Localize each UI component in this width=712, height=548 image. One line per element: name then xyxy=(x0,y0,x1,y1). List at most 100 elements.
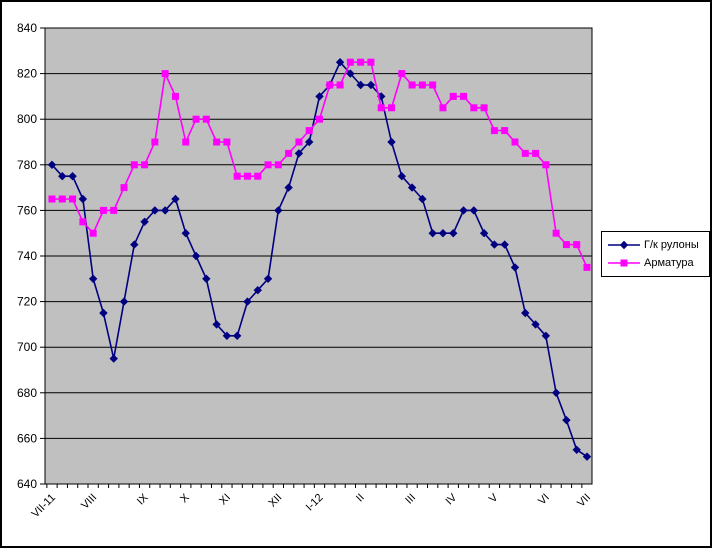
data-point xyxy=(88,274,98,283)
data-point xyxy=(79,218,87,226)
y-tick-label: 740 xyxy=(17,249,37,263)
data-point xyxy=(253,286,262,295)
data-point xyxy=(573,241,581,249)
data-point xyxy=(274,206,283,215)
data-point xyxy=(335,58,345,67)
data-point xyxy=(388,104,396,112)
data-point xyxy=(284,183,293,192)
data-point xyxy=(572,445,581,454)
data-point xyxy=(58,172,67,181)
data-point xyxy=(130,240,139,249)
x-tick-label: IX xyxy=(135,491,151,507)
x-tick-label: VI xyxy=(536,492,552,508)
data-point xyxy=(192,115,200,123)
data-point xyxy=(213,138,221,146)
legend-item-gk-rulony[interactable]: Г/к рулоны xyxy=(607,239,704,251)
data-point xyxy=(232,331,242,340)
data-point xyxy=(202,274,211,283)
legend-item-armatura[interactable]: Арматура xyxy=(607,257,704,269)
data-point xyxy=(182,138,190,146)
data-point xyxy=(356,80,365,90)
data-point xyxy=(470,104,478,112)
y-tick-label: 720 xyxy=(17,295,37,309)
data-point xyxy=(480,104,488,112)
data-point xyxy=(171,194,180,204)
data-point xyxy=(305,137,314,147)
data-point xyxy=(552,229,560,237)
data-point xyxy=(438,229,448,238)
data-point xyxy=(99,308,108,318)
data-point xyxy=(58,195,66,203)
data-point xyxy=(551,388,561,397)
x-tick-label: IV xyxy=(444,491,460,507)
data-point xyxy=(562,415,571,425)
data-point xyxy=(500,240,509,249)
legend-marker-0 xyxy=(608,240,640,250)
data-point xyxy=(130,161,138,169)
data-point xyxy=(367,58,375,66)
data-point xyxy=(119,297,129,306)
data-point xyxy=(243,172,251,180)
data-point xyxy=(479,229,489,238)
data-point xyxy=(377,104,385,112)
y-tick-label: 800 xyxy=(17,112,37,126)
data-point xyxy=(469,206,479,215)
data-point xyxy=(160,206,170,215)
data-point xyxy=(161,70,169,78)
data-point xyxy=(398,70,406,78)
data-point xyxy=(397,172,407,181)
data-point xyxy=(110,206,118,214)
data-point xyxy=(109,354,118,363)
data-point xyxy=(68,172,77,181)
legend[interactable]: Г/к рулоны Арматура xyxy=(601,231,710,277)
x-tick-label: I-12 xyxy=(304,492,326,514)
data-point xyxy=(521,149,529,157)
data-point xyxy=(285,149,293,157)
data-point xyxy=(439,104,447,112)
x-tick-label: II xyxy=(354,492,367,505)
data-point xyxy=(418,81,426,89)
data-point xyxy=(531,320,540,329)
data-point xyxy=(346,69,355,78)
x-tick-label: III xyxy=(403,492,418,507)
data-point xyxy=(140,217,149,226)
y-tick-label: 760 xyxy=(17,203,37,217)
data-point xyxy=(428,229,437,238)
data-point xyxy=(222,331,232,340)
data-point xyxy=(562,241,570,249)
data-point xyxy=(202,115,210,123)
y-tick-label: 840 xyxy=(17,21,37,35)
y-tick-label: 820 xyxy=(17,67,37,81)
data-point xyxy=(89,229,97,237)
data-point xyxy=(47,160,57,169)
data-point xyxy=(233,172,241,180)
y-tick-label: 640 xyxy=(17,477,37,491)
data-point xyxy=(449,229,458,238)
data-point xyxy=(449,92,457,100)
data-point xyxy=(460,92,468,100)
data-point xyxy=(459,206,468,215)
data-point xyxy=(151,138,159,146)
legend-marker-1 xyxy=(608,259,640,267)
series-markers-1 xyxy=(48,58,591,271)
data-point xyxy=(541,331,551,340)
data-point xyxy=(366,80,376,90)
data-point xyxy=(542,161,550,169)
legend-label-1: Арматура xyxy=(644,257,694,269)
data-point xyxy=(294,149,304,158)
data-point xyxy=(243,297,252,306)
data-point xyxy=(357,58,365,66)
x-tick-label: X xyxy=(178,491,192,505)
data-point xyxy=(316,115,323,123)
data-point xyxy=(418,194,427,204)
data-point xyxy=(407,183,417,192)
data-point xyxy=(511,138,519,146)
data-point xyxy=(78,194,88,204)
data-point xyxy=(521,308,530,318)
data-point xyxy=(181,229,190,238)
data-point xyxy=(326,81,334,89)
data-point xyxy=(295,138,303,146)
data-point xyxy=(254,172,262,180)
